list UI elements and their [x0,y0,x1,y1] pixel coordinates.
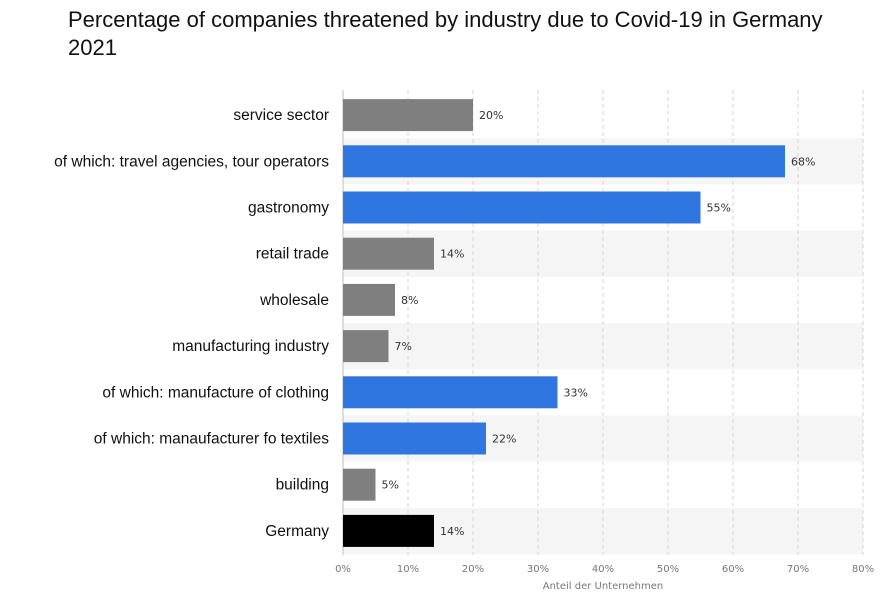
x-tick-label: 20% [462,564,484,575]
data-label: 8% [401,294,418,307]
bar [343,468,376,501]
category-label: building [276,477,329,494]
x-tick-label: 10% [397,564,419,575]
data-label: 20% [479,109,503,122]
category-label: wholesale [259,292,329,309]
category-label: of which: manufacture of clothing [102,384,329,401]
data-label: 33% [564,386,588,399]
category-label: of which: travel agencies, tour operator… [54,153,329,170]
x-tick-label: 60% [722,564,744,575]
bar [343,422,486,455]
x-axis-title: Anteil der Unternehmen [543,581,664,592]
x-tick-label: 0% [335,564,351,575]
data-label: 14% [440,525,464,538]
bar [343,514,434,547]
x-tick-label: 40% [592,564,614,575]
data-label: 7% [395,340,412,353]
data-label: 68% [791,155,815,168]
x-tick-label: 30% [527,564,549,575]
category-label: retail trade [256,246,329,263]
x-tick-label: 80% [852,564,874,575]
category-label: gastronomy [248,200,329,217]
data-label: 22% [492,433,516,446]
bar [343,191,701,224]
category-label: manufacturing industry [172,338,329,355]
bar [343,99,473,132]
x-tick-label: 70% [787,564,809,575]
category-label: of which: manaufacturer fo textiles [94,431,329,448]
bar [343,330,389,363]
bar [343,237,434,270]
category-label: Germany [265,523,329,540]
category-label: service sector [233,107,329,124]
bar [343,376,558,409]
x-tick-label: 50% [657,564,679,575]
bar [343,145,785,178]
page-title: Percentage of companies threatened by in… [68,7,823,60]
bar [343,283,395,316]
data-label: 55% [707,202,731,215]
data-label: 5% [382,479,399,492]
data-label: 14% [440,248,464,261]
